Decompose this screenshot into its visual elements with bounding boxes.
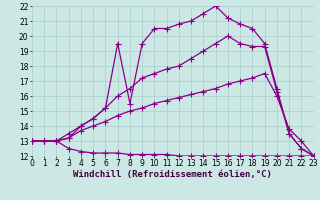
X-axis label: Windchill (Refroidissement éolien,°C): Windchill (Refroidissement éolien,°C) <box>73 170 272 179</box>
